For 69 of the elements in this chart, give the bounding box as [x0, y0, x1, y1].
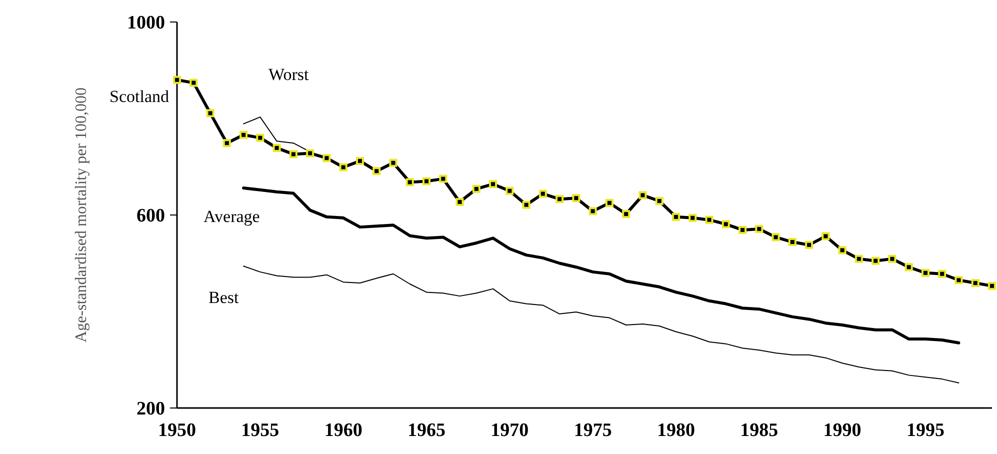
point — [538, 190, 547, 198]
x-tick-label: 1965 — [407, 420, 446, 441]
series-label: Average — [204, 206, 260, 226]
point — [954, 276, 963, 284]
point — [772, 233, 780, 242]
point — [439, 174, 448, 183]
point — [222, 139, 231, 148]
point — [755, 224, 764, 233]
series-label: Scotland — [110, 86, 170, 106]
point — [506, 186, 514, 195]
x-tick-label: 1990 — [823, 420, 862, 441]
point — [672, 212, 680, 221]
point — [190, 78, 198, 87]
point — [605, 198, 614, 207]
x-tick-label: 1950 — [158, 420, 196, 441]
y-tick-label: 600 — [136, 206, 165, 227]
point — [339, 163, 348, 172]
x-tick-label: 1975 — [574, 420, 612, 441]
point — [556, 195, 564, 204]
point — [322, 154, 331, 162]
line-series — [243, 266, 960, 384]
point — [788, 238, 796, 246]
point — [971, 279, 980, 288]
point — [738, 226, 747, 234]
x-tick-label: 1960 — [324, 420, 362, 441]
point — [489, 180, 498, 188]
point — [389, 158, 398, 167]
point — [822, 232, 830, 240]
point — [173, 76, 181, 84]
y-tick-label: 200 — [136, 398, 165, 420]
x-tick-label: 1955 — [241, 420, 280, 441]
x-tick-label: 1980 — [656, 420, 695, 441]
point — [655, 197, 664, 206]
point — [522, 200, 530, 209]
point — [306, 149, 314, 158]
x-tick-label: 1995 — [906, 420, 944, 441]
text: Worst — [268, 64, 309, 84]
point — [722, 220, 730, 228]
point — [838, 246, 846, 254]
point — [240, 130, 248, 139]
point — [289, 150, 298, 158]
point — [921, 268, 930, 277]
point — [988, 282, 996, 290]
point — [422, 177, 430, 186]
point — [854, 254, 863, 263]
point — [572, 194, 580, 202]
point — [588, 207, 597, 216]
point — [688, 214, 697, 222]
y-axis-title: Age-standardised mortality per 100,000 — [73, 87, 90, 343]
y-tick-label: 1000 — [127, 12, 165, 34]
point — [356, 156, 364, 165]
x-tick-label: 1970 — [490, 420, 529, 441]
point — [456, 198, 464, 206]
point — [705, 216, 714, 224]
point — [904, 263, 913, 272]
point — [406, 178, 414, 186]
point — [805, 240, 814, 249]
point — [888, 254, 896, 263]
point — [938, 270, 946, 278]
x-tick-label: 1985 — [740, 420, 778, 441]
point — [872, 256, 880, 265]
series-label: Best — [208, 288, 240, 308]
point — [622, 210, 630, 218]
point — [638, 191, 647, 200]
point — [256, 134, 264, 142]
point — [372, 167, 381, 176]
point — [472, 184, 480, 193]
point — [206, 109, 214, 118]
point — [272, 144, 281, 152]
